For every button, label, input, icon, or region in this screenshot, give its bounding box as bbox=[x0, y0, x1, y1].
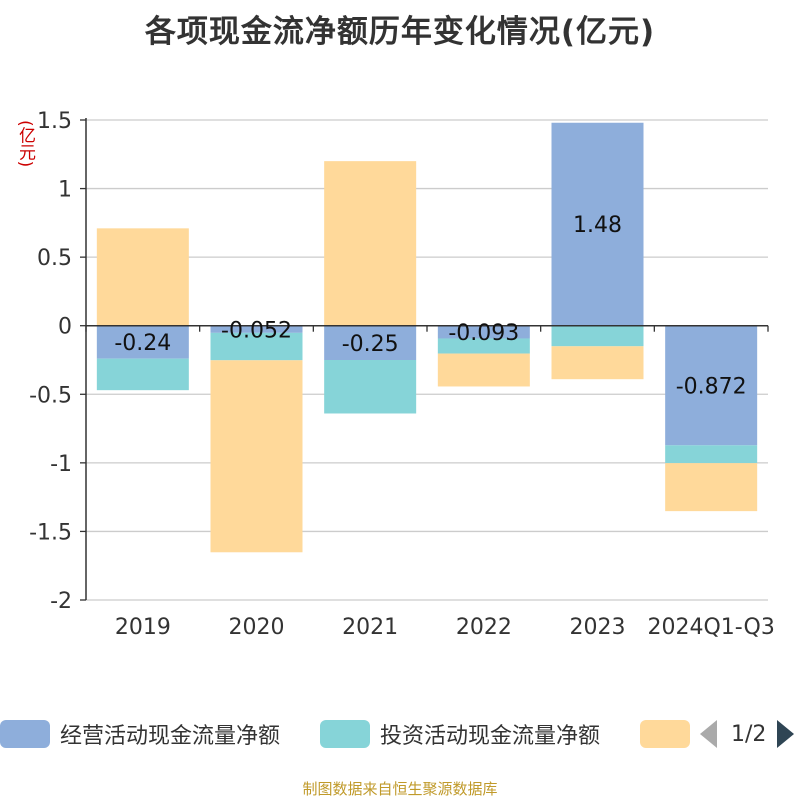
bar-series-1-2021[interactable] bbox=[324, 360, 417, 414]
y-tick-label: 0 bbox=[58, 315, 72, 340]
bar-series-0-2023[interactable] bbox=[551, 122, 644, 326]
x-tick-label: 2022 bbox=[456, 615, 512, 640]
legend-item-investing[interactable]: 投资活动现金流量净额 bbox=[320, 714, 600, 754]
legend-item-operating[interactable]: 经营活动现金流量净额 bbox=[0, 714, 280, 754]
legend-swatch-investing bbox=[320, 720, 370, 748]
bar-series-1-2019[interactable] bbox=[96, 358, 189, 391]
bar-series-2-2020[interactable] bbox=[210, 360, 303, 553]
bar-data-label: 1.48 bbox=[573, 213, 622, 238]
source-note: 制图数据来自恒生聚源数据库 bbox=[302, 780, 498, 798]
bar-series-2-2023[interactable] bbox=[551, 346, 644, 380]
legend-swatch-financing bbox=[640, 720, 690, 748]
pager-page-text: 1/2 bbox=[731, 721, 767, 747]
legend-pager: 1/2 bbox=[700, 714, 795, 754]
x-tick-label: 2020 bbox=[229, 615, 285, 640]
y-axis-unit-label: (亿元) bbox=[15, 120, 35, 168]
bar-data-label: -0.24 bbox=[114, 331, 171, 356]
x-tick-label: 2024Q1-Q3 bbox=[647, 615, 774, 640]
bar-series-2-2019[interactable] bbox=[96, 228, 189, 326]
y-tick-label: 0.5 bbox=[37, 246, 72, 271]
bar-series-0-2024Q1-Q3[interactable] bbox=[665, 325, 758, 446]
bar-series-1-2024Q1-Q3[interactable] bbox=[665, 445, 758, 464]
bar-series-0-2022[interactable] bbox=[437, 325, 530, 339]
bar-data-label: -0.052 bbox=[221, 318, 292, 343]
bar-series-2-2021[interactable] bbox=[324, 161, 417, 326]
bar-data-label: -0.872 bbox=[676, 375, 747, 400]
legend-item-financing[interactable] bbox=[640, 714, 690, 754]
bar-series-1-2023[interactable] bbox=[551, 325, 644, 347]
y-tick-label: -1.5 bbox=[29, 520, 72, 545]
pager-prev-arrow-icon[interactable] bbox=[700, 720, 717, 748]
x-tick-label: 2021 bbox=[342, 615, 398, 640]
bar-series-0-2019[interactable] bbox=[96, 325, 189, 359]
bar-data-label: -0.093 bbox=[448, 321, 519, 346]
x-tick-label: 2019 bbox=[115, 615, 171, 640]
y-tick-label: -2 bbox=[50, 589, 72, 614]
pager-next-arrow-icon[interactable] bbox=[777, 720, 795, 748]
bar-series-1-2020[interactable] bbox=[210, 332, 303, 361]
chart-title: 各项现金流净额历年变化情况(亿元) bbox=[144, 14, 656, 50]
bar-series-1-2022[interactable] bbox=[437, 338, 530, 354]
y-tick-label: -0.5 bbox=[29, 383, 72, 408]
bar-series-2-2024Q1-Q3[interactable] bbox=[665, 463, 758, 512]
bar-series-2-2022[interactable] bbox=[437, 353, 530, 387]
legend-label-investing: 投资活动现金流量净额 bbox=[380, 724, 601, 749]
chart-area: 1.5 1 0.5 0 -0.5 -1 -1.5 -2 2019 2020 2021 2022 2023… bbox=[29, 109, 775, 640]
y-tick-label: -1 bbox=[50, 452, 72, 477]
bar-data-label: -0.25 bbox=[342, 332, 399, 357]
bar-series-0-2021[interactable] bbox=[324, 325, 417, 360]
x-tick-label: 2023 bbox=[570, 615, 626, 640]
bar-series-0-2020[interactable] bbox=[210, 325, 303, 333]
legend-swatch-operating bbox=[0, 720, 50, 748]
legend-label-operating: 经营活动现金流量净额 bbox=[60, 724, 281, 749]
legend: 经营活动现金流量净额 投资活动现金流量净额 bbox=[0, 714, 800, 754]
y-tick-label: 1.5 bbox=[37, 109, 72, 134]
y-tick-label: 1 bbox=[58, 178, 72, 203]
